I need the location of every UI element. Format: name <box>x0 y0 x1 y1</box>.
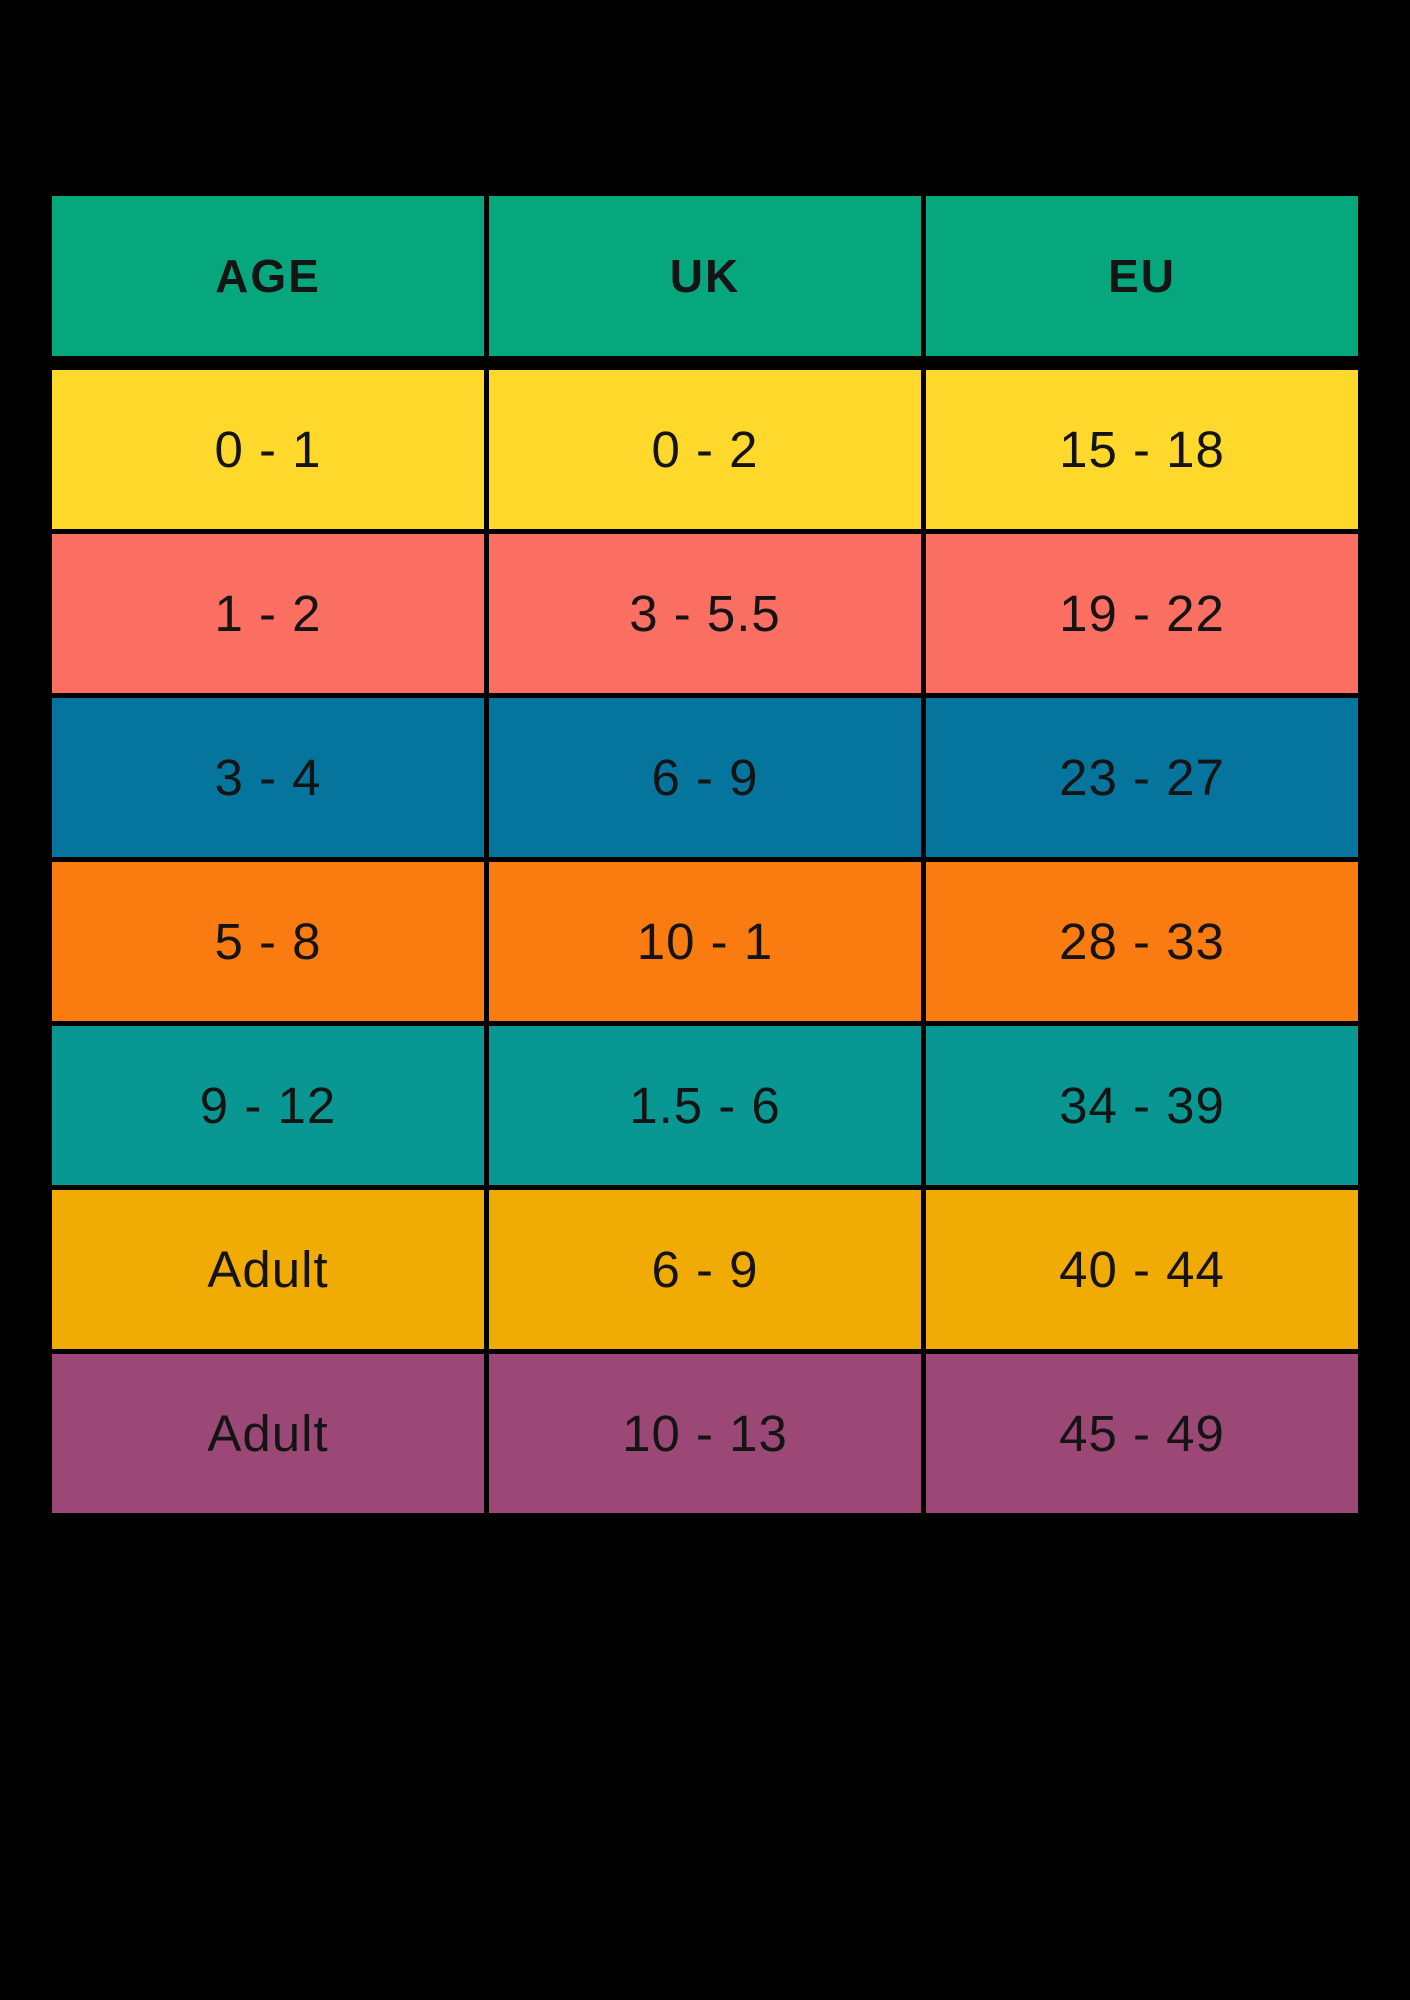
cell-uk: 1.5 - 6 <box>489 1026 921 1185</box>
table-row: Adult 10 - 13 45 - 49 <box>52 1354 1358 1513</box>
cell-uk: 10 - 1 <box>489 862 921 1021</box>
cell-eu: 34 - 39 <box>926 1026 1358 1185</box>
cell-eu: 19 - 22 <box>926 534 1358 693</box>
table-header-row: AGE UK EU <box>52 196 1358 356</box>
header-cell-uk: UK <box>489 196 921 356</box>
cell-uk: 3 - 5.5 <box>489 534 921 693</box>
cell-uk: 6 - 9 <box>489 1190 921 1349</box>
cell-uk: 0 - 2 <box>489 370 921 529</box>
cell-eu: 23 - 27 <box>926 698 1358 857</box>
cell-age: Adult <box>52 1354 484 1513</box>
cell-eu: 40 - 44 <box>926 1190 1358 1349</box>
table-row: 5 - 8 10 - 1 28 - 33 <box>52 862 1358 1021</box>
cell-age: Adult <box>52 1190 484 1349</box>
cell-age: 1 - 2 <box>52 534 484 693</box>
cell-age: 0 - 1 <box>52 370 484 529</box>
header-cell-eu: EU <box>926 196 1358 356</box>
table-row: Adult 6 - 9 40 - 44 <box>52 1190 1358 1349</box>
cell-age: 9 - 12 <box>52 1026 484 1185</box>
cell-uk: 10 - 13 <box>489 1354 921 1513</box>
cell-age: 5 - 8 <box>52 862 484 1021</box>
cell-eu: 28 - 33 <box>926 862 1358 1021</box>
cell-age: 3 - 4 <box>52 698 484 857</box>
cell-eu: 45 - 49 <box>926 1354 1358 1513</box>
header-cell-age: AGE <box>52 196 484 356</box>
table-row: 9 - 12 1.5 - 6 34 - 39 <box>52 1026 1358 1185</box>
cell-eu: 15 - 18 <box>926 370 1358 529</box>
cell-uk: 6 - 9 <box>489 698 921 857</box>
